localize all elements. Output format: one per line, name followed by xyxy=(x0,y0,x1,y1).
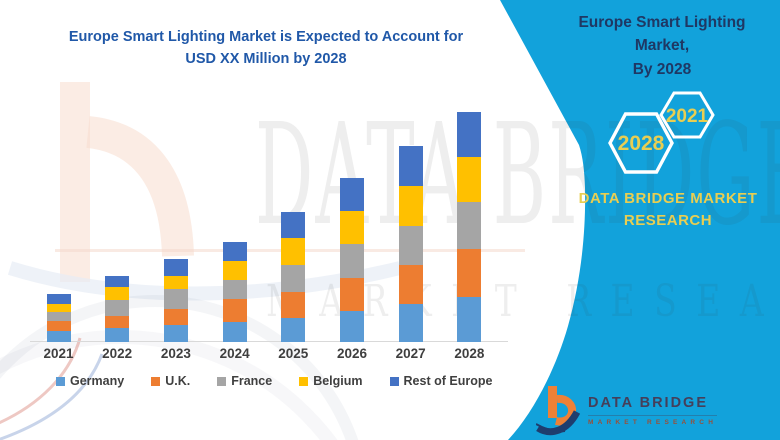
bar-segment-rest-of-europe-2028 xyxy=(457,112,482,157)
bar-segment-rest-of-europe-2022 xyxy=(105,276,130,287)
hexagon-badge-2021: 2021 xyxy=(659,91,715,139)
x-axis-line xyxy=(30,341,508,342)
bar-2022 xyxy=(105,276,130,342)
bar-2027 xyxy=(398,146,423,342)
bar-segment-germany-2022 xyxy=(105,328,130,342)
x-axis-label-2022: 2022 xyxy=(102,346,133,361)
data-bridge-logo-icon xyxy=(536,386,580,436)
brand-text: DATA BRIDGE MARKET RESEARCH xyxy=(578,190,758,229)
bar-segment-france-2023 xyxy=(163,289,188,309)
bar-segment-germany-2028 xyxy=(457,297,482,342)
bar-segment-belgium-2027 xyxy=(398,186,423,226)
bar-segment-germany-2021 xyxy=(46,331,71,342)
legend-swatch xyxy=(217,376,227,386)
x-axis-label-2023: 2023 xyxy=(160,346,191,361)
legend-label: Belgium xyxy=(313,374,363,388)
x-axis-label-2027: 2027 xyxy=(395,346,426,361)
legend-label: Germany xyxy=(70,374,125,388)
legend-swatch xyxy=(299,376,309,386)
bar-segment-rest-of-europe-2021 xyxy=(46,294,71,304)
bar-segment-france-2021 xyxy=(46,312,71,321)
logo-subtitle: MARKET RESEARCH xyxy=(588,414,718,426)
bar-segment-france-2025 xyxy=(281,265,306,292)
legend-item-u-k-: U.K. xyxy=(151,374,190,388)
bar-segment-germany-2024 xyxy=(222,322,247,342)
x-axis-label-2026: 2026 xyxy=(336,346,368,361)
legend-label: U.K. xyxy=(165,374,191,388)
bar-2023 xyxy=(163,259,188,342)
badge-year-2021: 2021 xyxy=(666,106,709,127)
bar-segment-belgium-2026 xyxy=(340,211,364,244)
bar-2021 xyxy=(46,294,71,342)
bar-segment-rest-of-europe-2026 xyxy=(340,178,364,211)
badge-year-2028: 2028 xyxy=(618,132,665,155)
x-axis-label-2025: 2025 xyxy=(278,346,309,361)
legend-item-germany: Germany xyxy=(56,374,124,388)
legend-swatch xyxy=(56,376,65,386)
right-panel-title: Europe Smart Lighting Market, By 2028 xyxy=(578,14,746,78)
bar-segment-u-k--2023 xyxy=(163,309,188,325)
bar-segment-belgium-2021 xyxy=(46,304,71,312)
bar-segment-rest-of-europe-2025 xyxy=(281,212,306,238)
data-bridge-logo: DATA BRIDGE MARKET RESEARCH xyxy=(536,381,736,439)
bar-segment-germany-2027 xyxy=(398,304,423,342)
x-axis-label-2024: 2024 xyxy=(219,346,250,361)
bar-segment-germany-2026 xyxy=(340,311,364,342)
hexagon-badge-2028: 2028 xyxy=(608,112,674,174)
bar-2025 xyxy=(281,212,306,342)
bar-segment-belgium-2024 xyxy=(222,261,247,280)
x-axis-label-2028: 2028 xyxy=(454,346,485,361)
bar-segment-u-k--2022 xyxy=(105,316,130,328)
bar-segment-rest-of-europe-2024 xyxy=(222,242,247,261)
bar-segment-france-2027 xyxy=(398,226,423,265)
bar-segment-france-2022 xyxy=(105,300,130,316)
logo-wordmark: DATA BRIDGE xyxy=(588,394,709,411)
bar-segment-u-k--2027 xyxy=(398,265,423,304)
legend-label: France xyxy=(231,374,273,388)
bar-segment-belgium-2028 xyxy=(457,157,482,202)
legend-item-belgium: Belgium xyxy=(299,374,363,388)
legend-item-rest-of-europe: Rest of Europe xyxy=(389,374,493,388)
legend-swatch xyxy=(389,376,399,386)
bar-segment-rest-of-europe-2027 xyxy=(398,146,423,186)
bar-segment-belgium-2022 xyxy=(105,287,130,300)
legend-label: Rest of Europe xyxy=(403,374,493,388)
bar-segment-france-2024 xyxy=(222,280,247,299)
bar-segment-u-k--2021 xyxy=(46,321,71,331)
legend-swatch xyxy=(151,376,161,386)
bar-2026 xyxy=(340,178,364,342)
bar-segment-u-k--2024 xyxy=(222,299,247,322)
bar-segment-france-2028 xyxy=(457,202,482,249)
legend-item-france: France xyxy=(217,374,272,388)
x-axis-label-2021: 2021 xyxy=(43,346,74,361)
bar-segment-u-k--2028 xyxy=(457,249,482,297)
bar-segment-france-2026 xyxy=(340,244,364,278)
chart-legend: Germany U.K. France Belgium Rest of Europe xyxy=(56,374,492,388)
bar-2028 xyxy=(457,112,482,342)
bar-segment-u-k--2026 xyxy=(340,278,364,311)
bar-segment-germany-2025 xyxy=(281,318,306,342)
bar-segment-u-k--2025 xyxy=(281,292,306,318)
bar-segment-germany-2023 xyxy=(163,325,188,342)
bar-segment-belgium-2023 xyxy=(163,276,188,289)
chart-title: Europe Smart Lighting Market is Expected… xyxy=(68,29,464,67)
bar-segment-rest-of-europe-2023 xyxy=(163,259,188,276)
bar-2024 xyxy=(222,242,247,342)
bar-segment-belgium-2025 xyxy=(281,238,306,265)
